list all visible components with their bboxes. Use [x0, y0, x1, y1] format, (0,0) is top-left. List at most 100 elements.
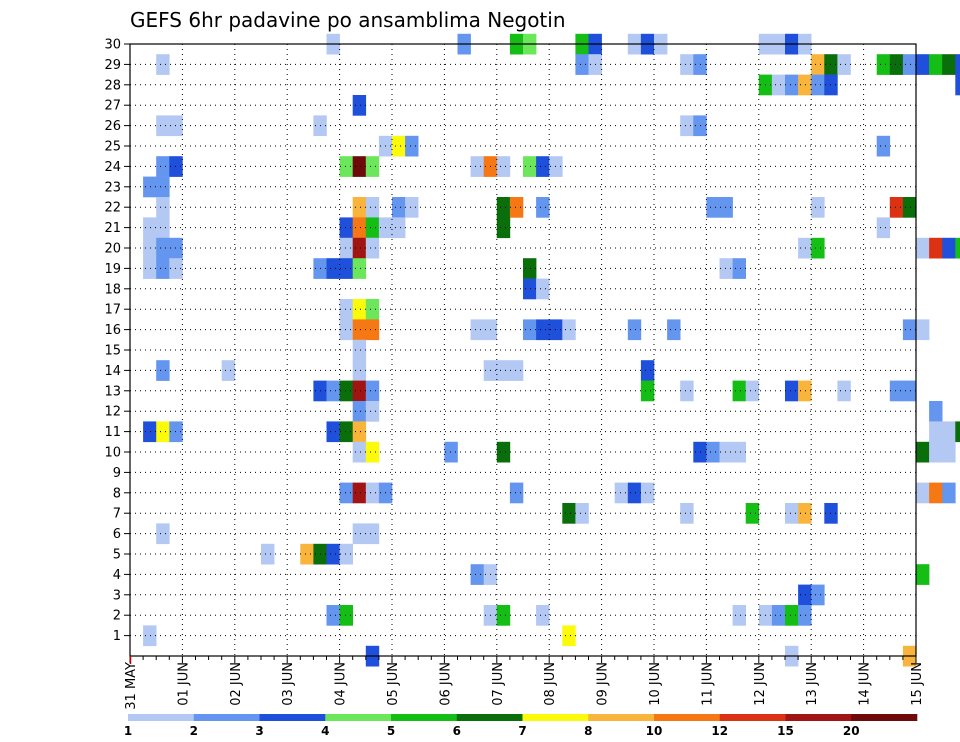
heatmap-cell — [156, 217, 170, 239]
heatmap-cell — [326, 605, 340, 626]
x-tick-label: 07 JUN — [491, 662, 506, 706]
heatmap-cell — [143, 421, 157, 443]
heatmap-cell — [339, 217, 353, 239]
x-tick-label: 13 JUN — [805, 662, 820, 706]
heatmap-cell — [156, 237, 170, 259]
heatmap-cell — [156, 176, 170, 198]
heatmap-cell — [496, 605, 511, 626]
heatmap-cell — [680, 503, 694, 524]
heatmap-cell — [352, 360, 367, 381]
heatmap-cell — [942, 54, 956, 75]
heatmap-cell — [392, 197, 406, 218]
heatmap-cell — [509, 360, 524, 381]
heatmap-cell — [916, 482, 930, 504]
legend-label: 5 — [387, 724, 395, 738]
heatmap-cell — [929, 54, 943, 75]
heatmap-cell — [523, 156, 537, 177]
y-tick-label: 21 — [104, 221, 121, 236]
heatmap-cell — [405, 135, 419, 157]
heatmap-cell — [955, 237, 960, 259]
legend-swatch — [851, 714, 918, 721]
heatmap-cell — [339, 237, 353, 259]
heatmap-cell — [365, 237, 380, 259]
heatmap-cell — [916, 237, 930, 259]
legend-label: 6 — [453, 724, 461, 738]
heatmap-cell — [470, 156, 484, 177]
heatmap-cell — [837, 380, 851, 402]
y-tick-label: 4 — [113, 568, 121, 583]
y-tick-label: 2 — [113, 609, 121, 624]
heatmap-cell — [732, 380, 746, 402]
heatmap-cell — [326, 543, 340, 565]
heatmap-cell — [627, 482, 642, 504]
heatmap-cell — [732, 258, 746, 279]
legend-label: 10 — [646, 724, 663, 738]
heatmap-cell — [916, 319, 930, 341]
heatmap-cell — [352, 95, 367, 116]
y-tick-label: 18 — [104, 282, 121, 297]
heatmap-cell — [352, 197, 367, 218]
legend-label: 7 — [518, 724, 526, 738]
heatmap-cell — [798, 605, 812, 626]
heatmap-cell — [261, 543, 275, 565]
heatmap-cell — [523, 319, 537, 341]
y-tick-label: 6 — [113, 527, 121, 542]
x-tick-label: 06 JUN — [438, 662, 453, 706]
heatmap-cell — [640, 380, 655, 402]
heatmap-cell — [562, 319, 576, 341]
y-tick-label: 20 — [104, 242, 121, 257]
legend-label: 4 — [321, 724, 329, 738]
heatmap-cell — [509, 482, 524, 504]
heatmap-cell — [339, 543, 353, 565]
heatmap-cell — [365, 299, 380, 320]
heatmap-cell — [706, 441, 720, 463]
heatmap-cell — [771, 74, 786, 96]
x-tick-label: 12 JUN — [753, 662, 768, 706]
heatmap-cell — [811, 584, 825, 606]
heatmap-cell — [300, 543, 314, 565]
plot-frame — [129, 43, 917, 657]
heatmap-cell — [470, 319, 484, 341]
heatmap-cell — [614, 482, 629, 504]
legend-label: 1 — [124, 724, 132, 738]
legend-label: 3 — [255, 724, 263, 738]
heatmap-cell — [496, 217, 511, 239]
y-tick-label: 10 — [104, 446, 121, 461]
heatmap-cell — [339, 605, 353, 626]
y-tick-label: 27 — [104, 99, 121, 114]
heatmap-cell — [929, 421, 943, 443]
legend: 1 2 3 4 5 6 7 8 10 12 15 20 — [124, 714, 918, 738]
heatmap-cell — [876, 54, 891, 75]
heatmap-cell — [365, 482, 380, 504]
legend-swatch — [259, 714, 326, 721]
heatmap-cell — [902, 197, 917, 218]
heatmap-cell — [339, 258, 353, 279]
heatmap-cell — [902, 319, 917, 341]
y-tick-label: 19 — [104, 262, 121, 277]
heatmap-cell — [955, 74, 960, 96]
heatmap-cell — [365, 217, 380, 239]
legend-swatch — [456, 714, 523, 721]
heatmap-cell — [798, 503, 812, 524]
legend-label: 8 — [584, 724, 592, 738]
y-tick-label: 29 — [104, 58, 121, 73]
y-axis: 1234567891011121314151617181920212223242… — [104, 38, 130, 644]
heatmap-cell — [365, 401, 380, 422]
heatmap-cell — [352, 258, 367, 279]
legend-label: 2 — [190, 724, 198, 738]
heatmap-cell — [916, 564, 930, 585]
y-tick-label: 25 — [104, 140, 121, 155]
y-tick-label: 5 — [113, 548, 121, 563]
heatmap-cell — [156, 156, 170, 177]
heatmap-cell — [706, 197, 720, 218]
heatmap-cell — [143, 176, 157, 198]
heatmap-cell — [143, 625, 157, 647]
heatmap-cell — [929, 482, 943, 504]
y-tick-label: 13 — [104, 384, 121, 399]
heatmap-cell — [536, 156, 550, 177]
heatmap-cell — [562, 503, 576, 524]
y-tick-label: 8 — [113, 486, 121, 501]
heatmap-cell — [352, 339, 367, 361]
heatmap-cell — [745, 380, 760, 402]
heatmap-cell — [785, 380, 799, 402]
